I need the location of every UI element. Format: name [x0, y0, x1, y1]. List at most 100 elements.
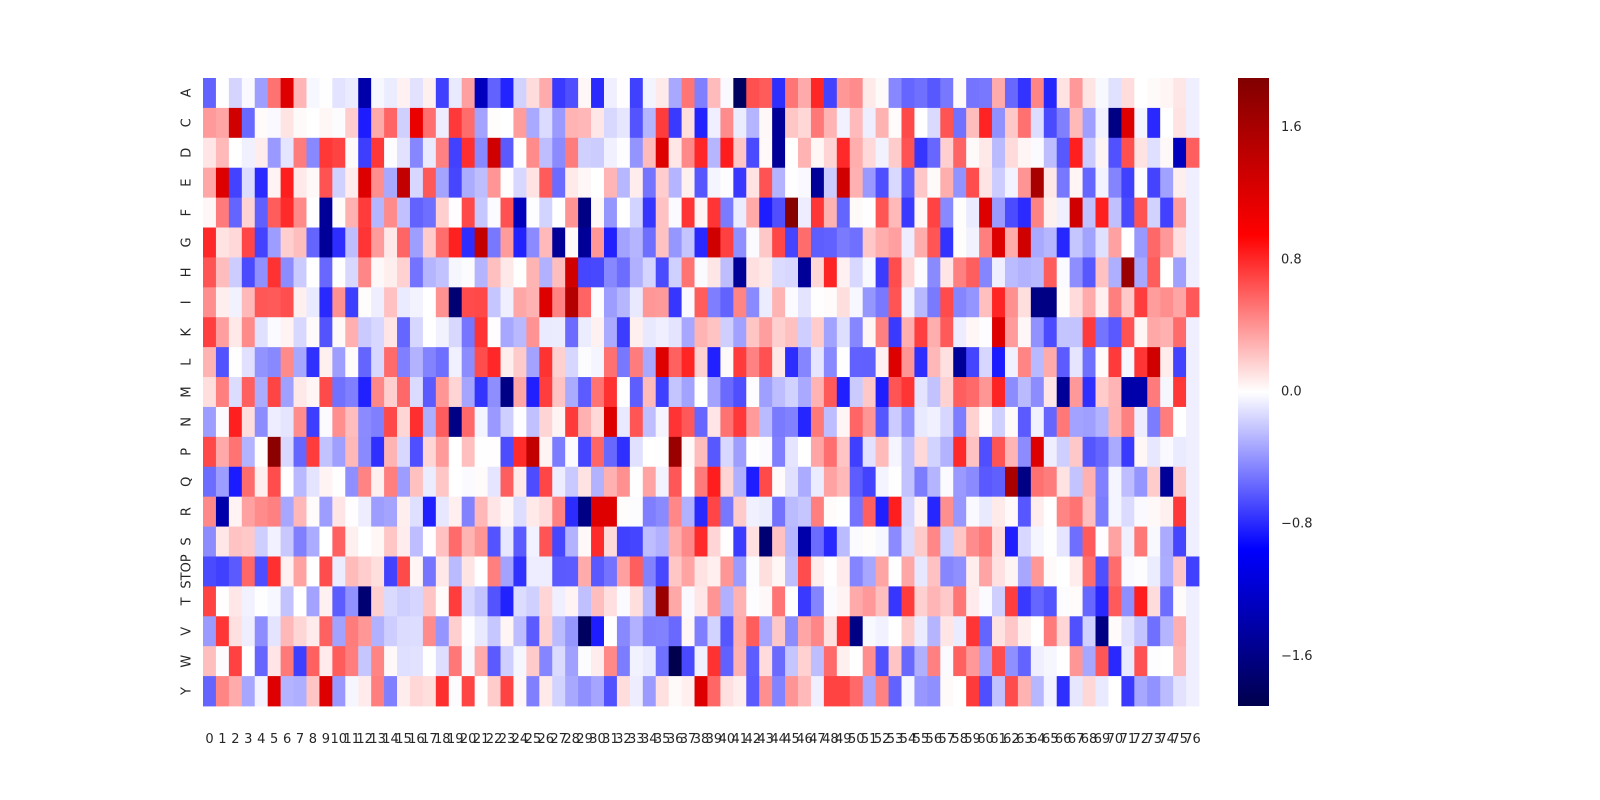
- heatmap-cell: [267, 287, 282, 318]
- heatmap-cell: [578, 526, 592, 557]
- heatmap-cell: [306, 406, 320, 438]
- heatmap-cell: [500, 107, 514, 139]
- heatmap-cell: [1043, 406, 1058, 438]
- colorbar-ticks: 1.60.80.0−0.8−1.6: [1281, 120, 1313, 664]
- heatmap-cell: [862, 496, 877, 527]
- heatmap-cell: [1030, 406, 1045, 438]
- heatmap-cell: [228, 556, 243, 587]
- heatmap-cell: [1160, 137, 1174, 169]
- heatmap-cell: [565, 526, 579, 557]
- heatmap-cell: [1173, 616, 1187, 647]
- heatmap-cell: [448, 197, 463, 228]
- heatmap-cell: [1108, 347, 1122, 378]
- heatmap-cell: [966, 436, 980, 468]
- heatmap-cell: [500, 616, 514, 647]
- heatmap-cell: [293, 347, 307, 378]
- heatmap-cell: [1043, 107, 1058, 139]
- heatmap-cell: [798, 197, 812, 228]
- x-tick-label: 54: [900, 732, 917, 747]
- heatmap-cell: [1004, 556, 1019, 587]
- heatmap-cell: [849, 496, 864, 527]
- heatmap-cell: [591, 526, 605, 557]
- heatmap-cell: [435, 107, 450, 139]
- heatmap-cell: [215, 676, 230, 707]
- heatmap-cell: [810, 317, 825, 348]
- heatmap-cell: [849, 137, 864, 169]
- heatmap-cell: [215, 257, 230, 288]
- heatmap-cell: [1082, 137, 1096, 169]
- heatmap-cell: [241, 377, 256, 408]
- heatmap-cell: [681, 287, 695, 318]
- heatmap-cell: [772, 556, 786, 587]
- heatmap-cell: [862, 347, 877, 378]
- heatmap-cell: [603, 406, 618, 438]
- heatmap-cell: [254, 167, 269, 199]
- heatmap-cell: [927, 377, 941, 408]
- heatmap-cell: [203, 227, 217, 258]
- heatmap-cell: [552, 406, 566, 438]
- heatmap-cell: [358, 137, 372, 169]
- heatmap-cell: [966, 78, 980, 109]
- heatmap-cell: [500, 586, 514, 617]
- heatmap-cell: [798, 347, 812, 378]
- heatmap-cell: [1082, 496, 1096, 527]
- heatmap-cell: [539, 406, 553, 438]
- heatmap-cell: [681, 616, 695, 647]
- heatmap-cell: [1043, 167, 1058, 199]
- heatmap-cell: [203, 347, 217, 378]
- heatmap-cell: [203, 406, 217, 438]
- heatmap-cell: [603, 317, 618, 348]
- heatmap-cell: [371, 78, 385, 109]
- heatmap-cell: [823, 436, 838, 468]
- heatmap-cell: [1121, 107, 1135, 139]
- heatmap-cell: [332, 676, 346, 707]
- heatmap-cell: [1082, 317, 1096, 348]
- heatmap-cell: [293, 526, 307, 557]
- heatmap-cell: [979, 646, 993, 677]
- heatmap-cell: [384, 676, 398, 707]
- heatmap-cell: [1160, 317, 1174, 348]
- heatmap-cell: [306, 676, 320, 707]
- heatmap-cell: [823, 496, 838, 527]
- heatmap-cell: [940, 137, 954, 169]
- heatmap-cell: [371, 377, 385, 408]
- heatmap-cell: [526, 496, 540, 527]
- heatmap-cell: [1069, 526, 1083, 557]
- heatmap-cell: [332, 197, 346, 228]
- heatmap-cell: [332, 586, 346, 617]
- heatmap-cell: [1069, 167, 1083, 199]
- heatmap-cell: [1004, 137, 1019, 169]
- heatmap-cell: [1121, 197, 1135, 228]
- heatmap-cell: [332, 137, 346, 169]
- heatmap-cell: [875, 137, 889, 169]
- heatmap-cell: [215, 78, 230, 109]
- heatmap-cell: [1056, 227, 1071, 258]
- y-tick-label: N: [180, 417, 195, 427]
- heatmap-cell: [358, 436, 372, 468]
- heatmap-cell: [461, 257, 476, 288]
- heatmap-cell: [823, 676, 838, 707]
- heatmap-cell: [862, 556, 877, 587]
- heatmap-cell: [759, 646, 773, 677]
- heatmap-cell: [720, 526, 734, 557]
- heatmap-cell: [1186, 556, 1200, 587]
- heatmap-cell: [1108, 436, 1122, 468]
- heatmap-cell: [552, 257, 566, 288]
- heatmap-cell: [681, 646, 695, 677]
- heatmap-cell: [1082, 377, 1096, 408]
- heatmap-cell: [603, 646, 618, 677]
- heatmap-cell: [759, 287, 773, 318]
- heatmap-cell: [901, 197, 915, 228]
- heatmap-cell: [655, 496, 670, 527]
- heatmap-cell: [862, 526, 877, 557]
- heatmap-cell: [409, 347, 424, 378]
- heatmap-cell: [565, 377, 579, 408]
- heatmap-cell: [448, 586, 463, 617]
- heatmap-cell: [358, 616, 372, 647]
- heatmap-cell: [603, 556, 618, 587]
- heatmap-cell: [875, 496, 889, 527]
- heatmap-cell: [591, 347, 605, 378]
- heatmap-cell: [487, 556, 501, 587]
- heatmap-cell: [1121, 586, 1135, 617]
- heatmap-cell: [979, 317, 993, 348]
